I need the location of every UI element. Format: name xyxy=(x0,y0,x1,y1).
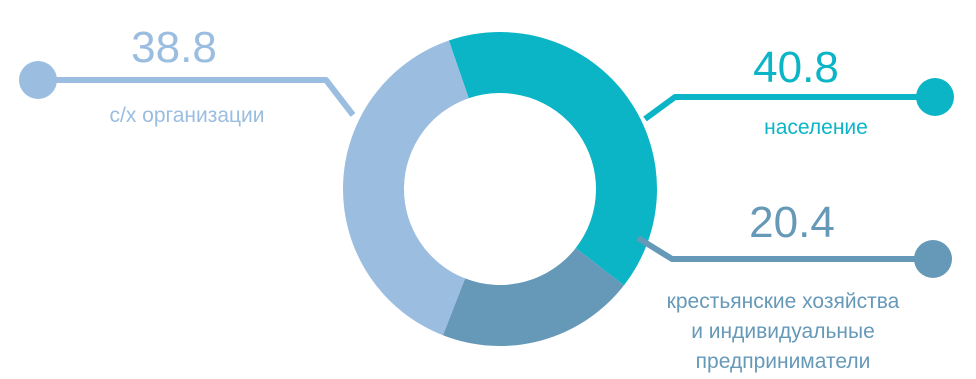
slice-sh-organizacii xyxy=(343,40,469,336)
value-label-sh-organizacii: 38.8 xyxy=(131,23,217,72)
data-labels: 40.8 население 20.4 крестьянские хозяйства и… xyxy=(109,23,899,373)
value-label-naselenie: 40.8 xyxy=(753,43,839,92)
leader-dot-naselenie xyxy=(916,78,954,116)
value-label-krestyanskie-hozyaistva: 20.4 xyxy=(749,198,835,247)
leader-dot-krestyanskie-hozyaistva xyxy=(914,240,952,278)
category-label-krestyanskie-hozyaistva-2: и индивидуальные xyxy=(691,320,875,343)
category-label-krestyanskie-hozyaistva-3: предприниматели xyxy=(696,350,871,373)
category-label-krestyanskie-hozyaistva-1: крестьянские хозяйства xyxy=(667,290,900,313)
leader-line-sh-organizacii xyxy=(38,77,356,117)
category-label-sh-organizacii-1: с/х организации xyxy=(109,104,264,127)
slice-krestyanskie-hozyaistva xyxy=(442,247,624,347)
donut-slices xyxy=(343,32,657,347)
leader-line-naselenie xyxy=(643,94,935,122)
slice-naselenie xyxy=(448,32,657,286)
leader-line-krestyanskie-hozyaistva xyxy=(636,235,933,262)
category-label-naselenie-1: население xyxy=(764,116,868,139)
leader-lines xyxy=(19,61,954,278)
leader-dot-sh-organizacii xyxy=(19,61,57,99)
